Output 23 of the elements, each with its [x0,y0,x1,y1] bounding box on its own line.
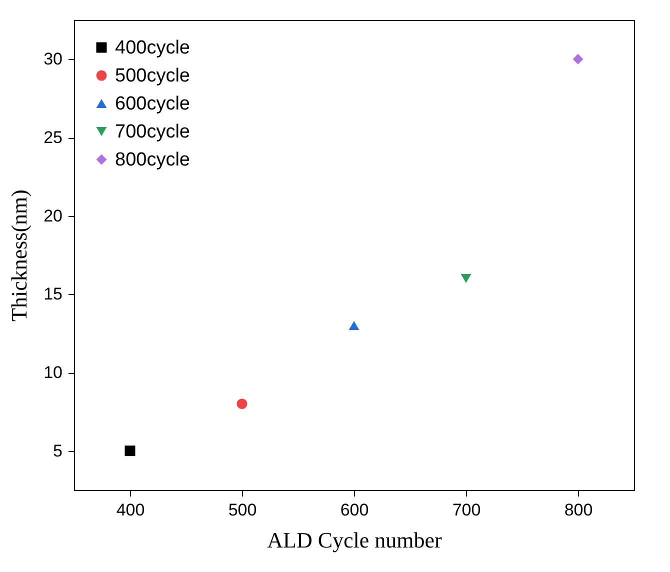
y-tick-label: 20 [44,206,62,226]
point [348,320,360,330]
y-tick-label: 15 [44,284,62,304]
legend-label: 600cycle [115,94,190,114]
point [124,446,136,456]
legend-label: 500cycle [115,66,190,86]
x-tick-label: 400 [116,500,145,520]
x-tick-label: 800 [564,500,593,520]
point [460,274,472,284]
x-axis-title: ALD Cycle number [267,528,443,552]
y-tick-label: 10 [44,363,62,382]
x-tick-label: 700 [452,500,481,520]
y-axis-title: Thickness(nm) [6,190,32,322]
x-tick-label: 600 [340,500,369,520]
x-tick-label: 500 [228,500,257,520]
y-tick-label: 25 [44,128,62,147]
legend-label: 700cycle [115,122,190,142]
y-tick-label: 30 [44,50,62,69]
y-tick-label: 5 [53,441,62,460]
point [572,54,584,64]
point [236,398,248,410]
legend-label: 800cycle [115,150,190,170]
legend-label: 400cycle [115,38,190,58]
